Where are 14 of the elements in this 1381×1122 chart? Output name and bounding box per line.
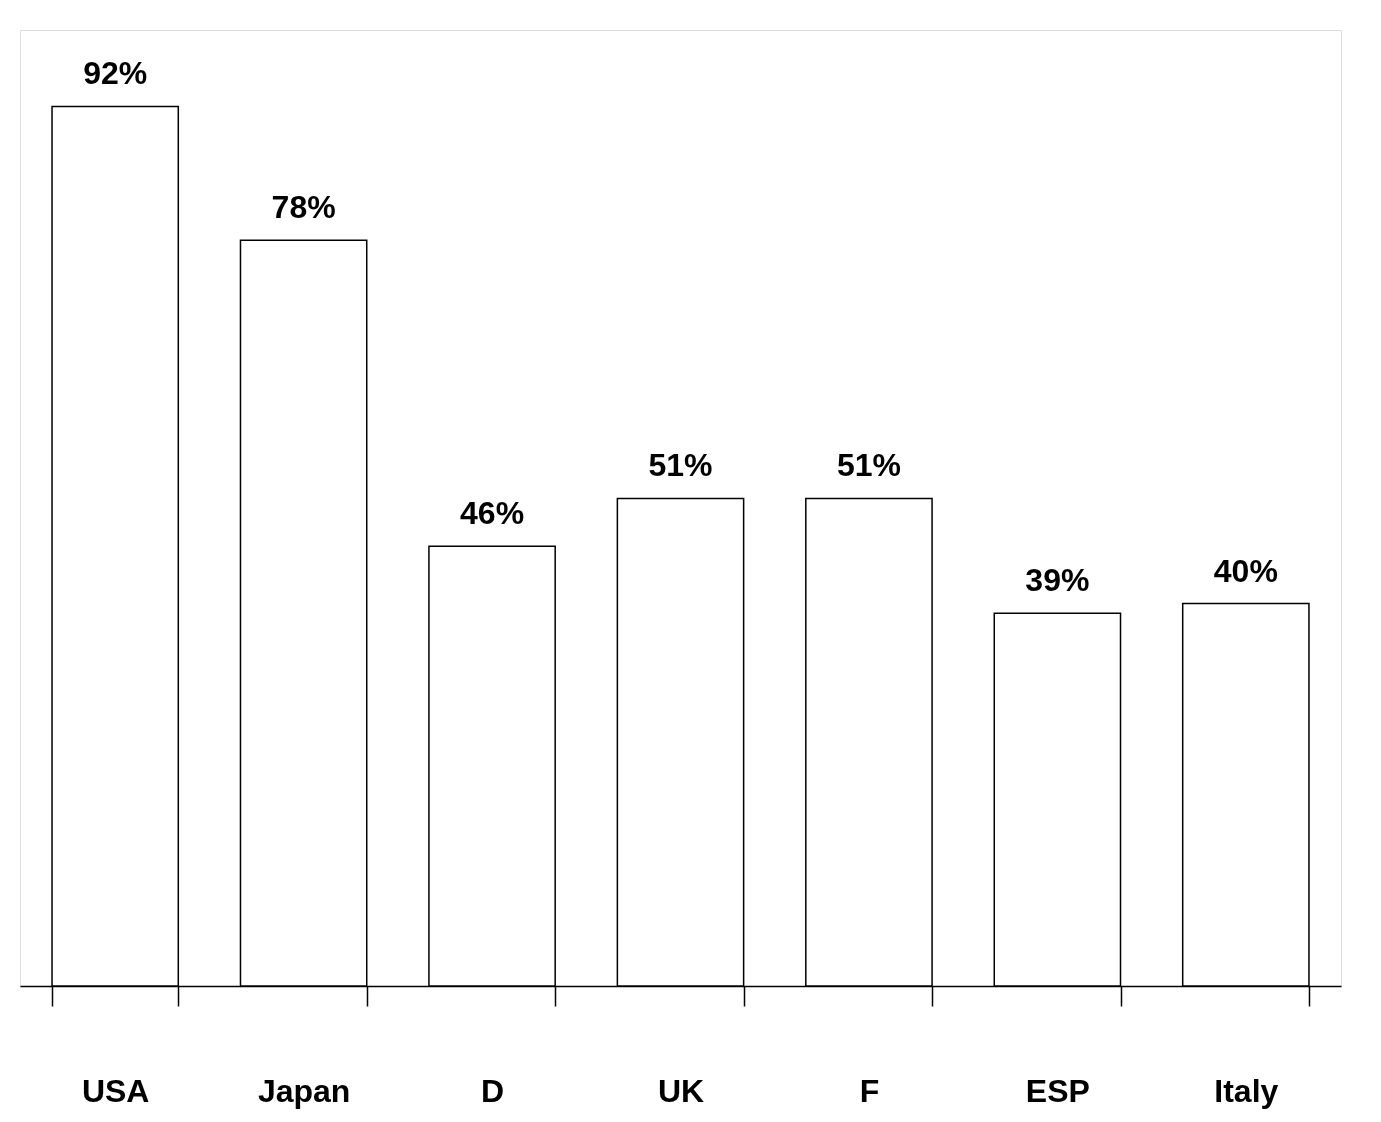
x-tick-label: D [481, 1072, 505, 1109]
x-tick-label: Japan [257, 1072, 351, 1109]
data-label: 51% [648, 447, 713, 484]
data-label: 39% [1025, 562, 1090, 599]
data-label: 51% [836, 447, 901, 484]
data-label: 92% [83, 55, 148, 92]
data-label: 40% [1213, 552, 1278, 589]
x-tick-label: F [859, 1072, 880, 1109]
x-tick-label: UK [657, 1072, 705, 1109]
data-label: 78% [271, 189, 336, 226]
x-tick-label: ESP [1025, 1072, 1090, 1109]
data-label: 46% [460, 495, 525, 532]
x-tick-label: USA [81, 1072, 150, 1109]
x-tick-label: Italy [1214, 1072, 1279, 1109]
